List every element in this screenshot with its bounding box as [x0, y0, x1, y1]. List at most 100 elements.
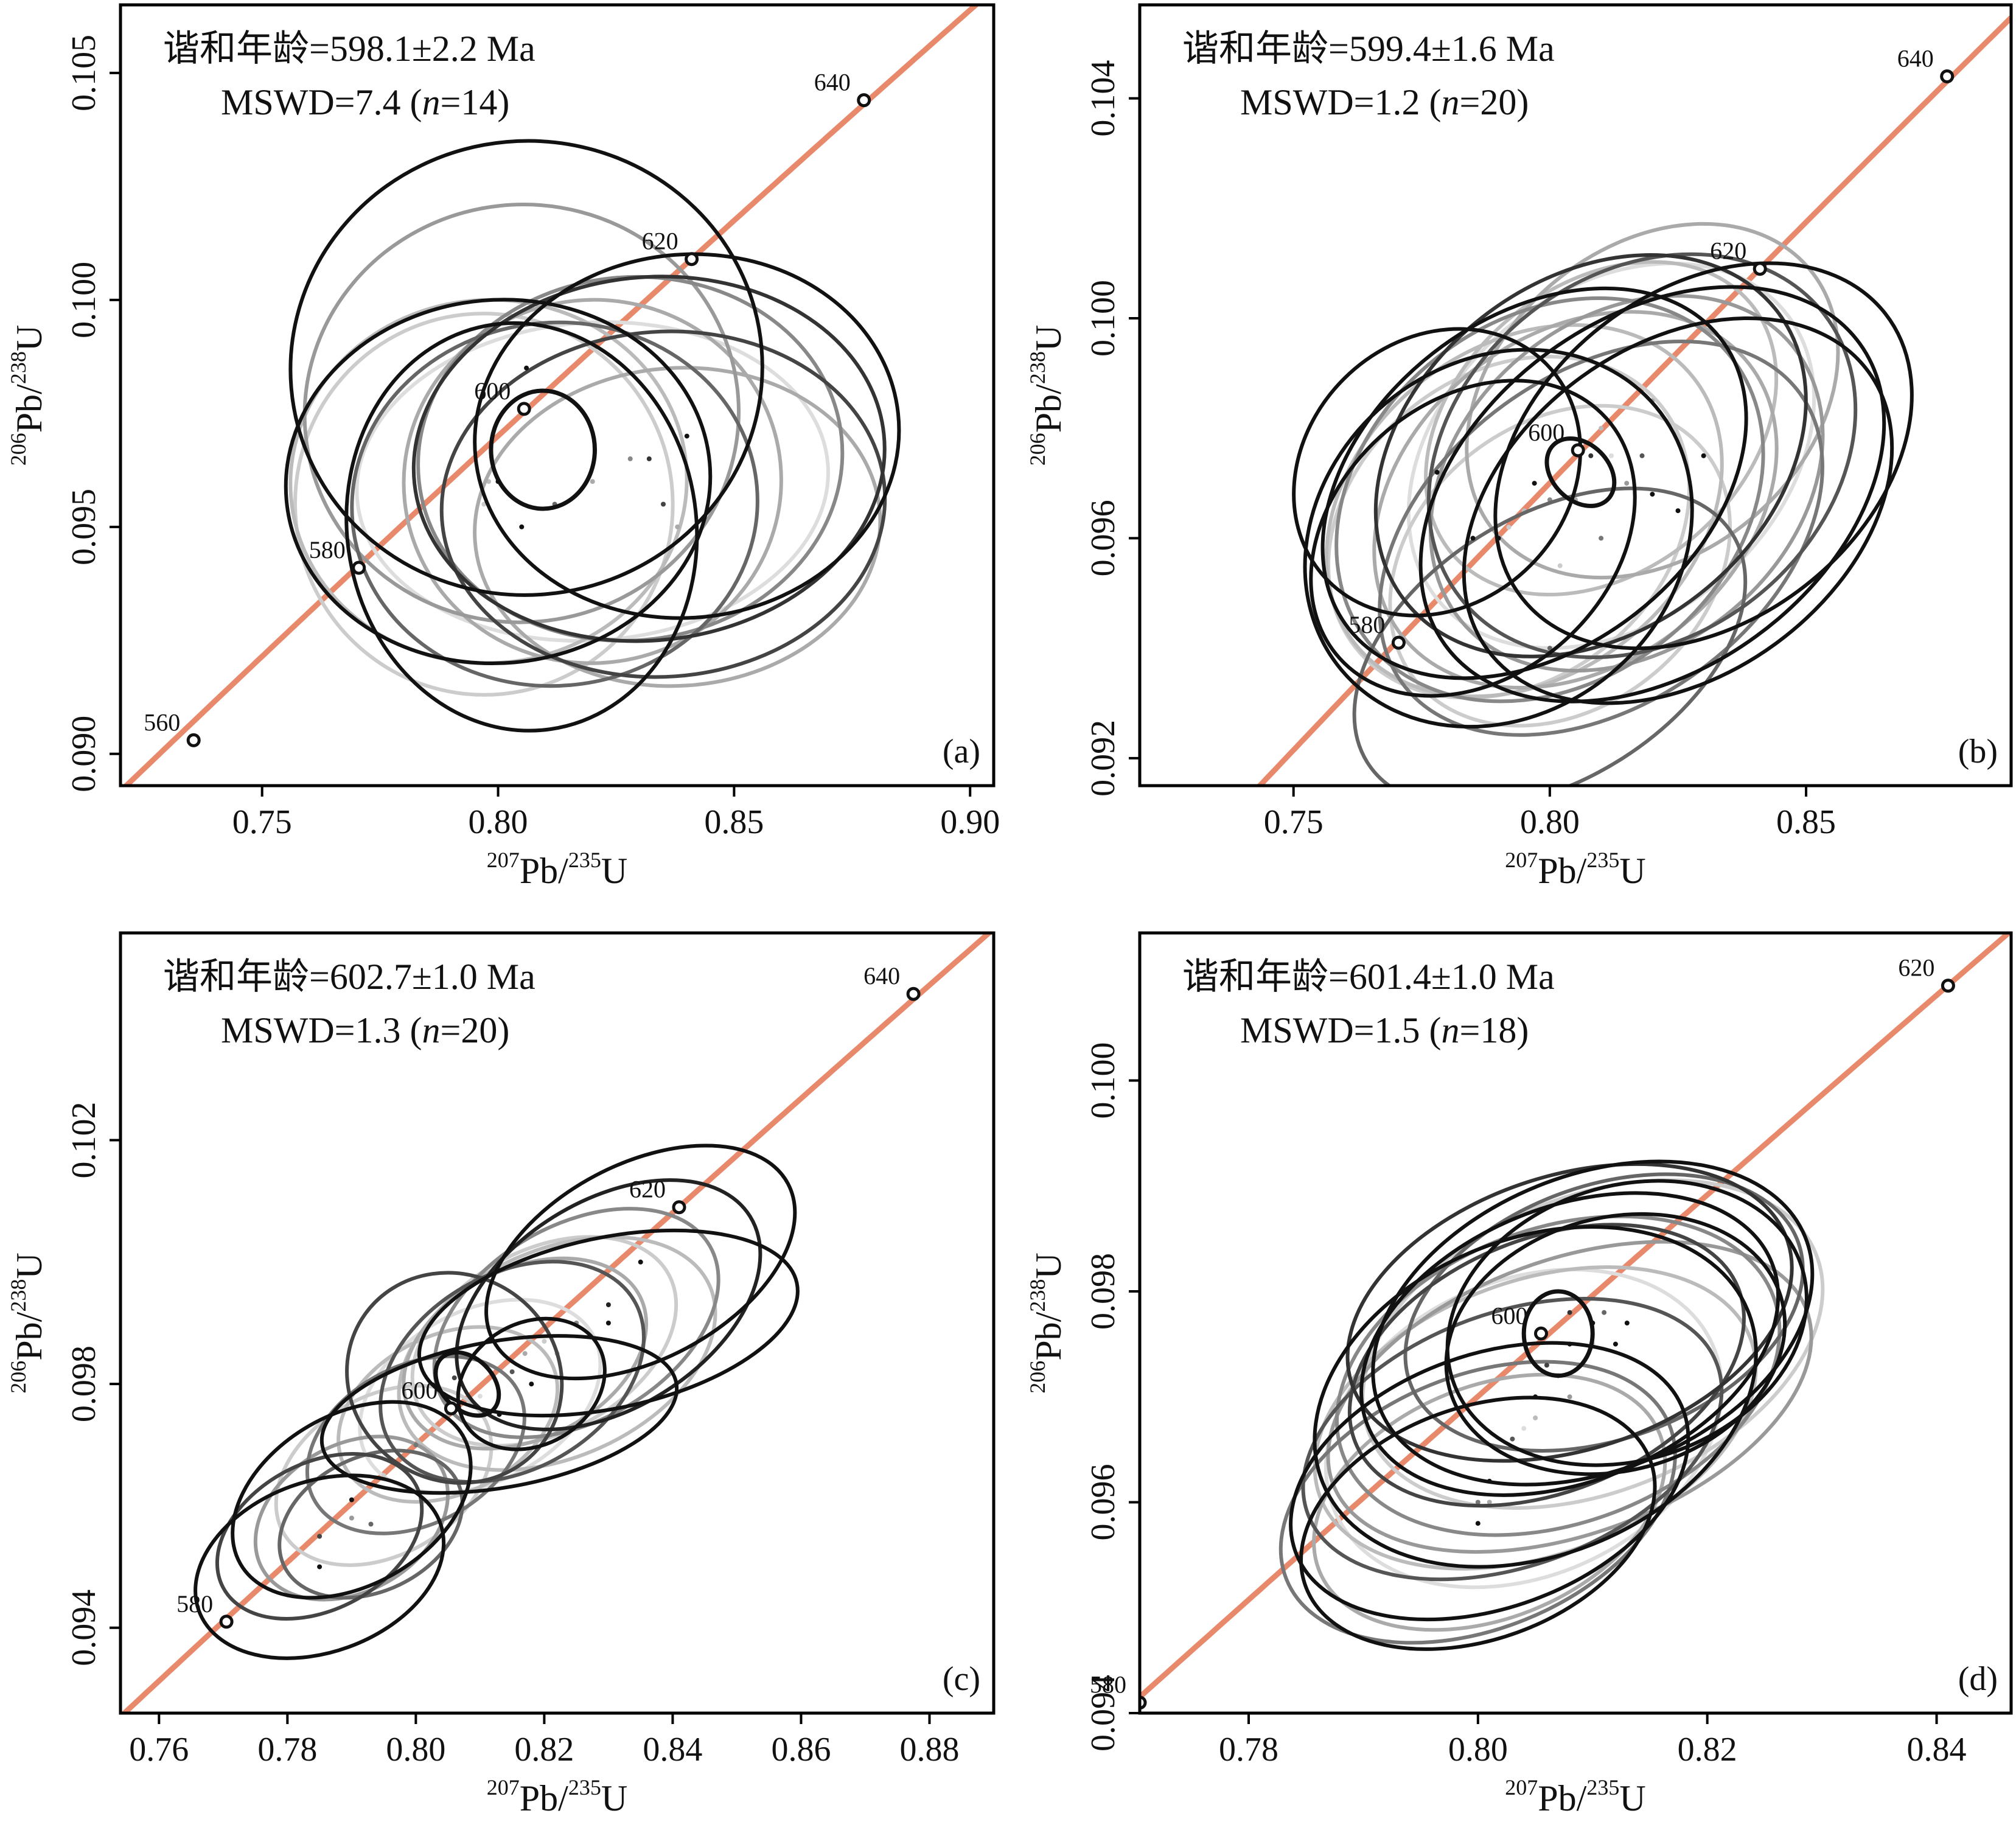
- analysis-center: [1487, 1478, 1492, 1484]
- analysis-center: [675, 524, 680, 529]
- x-axis-title: 207Pb/235U: [487, 1775, 627, 1818]
- age-marker: [186, 733, 201, 747]
- analysis-ellipse: [439, 329, 887, 679]
- analysis-ellipse: [1418, 285, 1886, 704]
- analysis-center: [1533, 1415, 1538, 1420]
- y-tick-label: 0.096: [1084, 500, 1122, 576]
- plot-area: [122, 5, 980, 786]
- analysis-center: [317, 1534, 323, 1539]
- x-tick-label: 0.90: [940, 803, 1000, 841]
- analysis-ellipse: [215, 1452, 424, 1621]
- analysis-ellipse: [1303, 347, 1694, 729]
- y-axis-title: 206Pb/238U: [1025, 325, 1069, 466]
- analysis-ellipse: [253, 1434, 450, 1602]
- analysis-ellipse: [402, 298, 783, 665]
- analysis-center: [1609, 453, 1614, 458]
- panel-a: 560 580 600 620 640 0.75 0.80 0.85 0.90 0.090 0.09…: [6, 3, 1000, 891]
- age-marker: [352, 560, 366, 575]
- concordia-age-annotation: 谐和年龄=601.4±1.0 Ma: [1182, 957, 1555, 997]
- analysis-center: [638, 1259, 643, 1265]
- analysis-ellipse: [1278, 1360, 1677, 1645]
- x-tick-label: 0.78: [257, 1731, 317, 1768]
- analysis-ellipse: [1335, 1214, 1782, 1537]
- age-marker-label: 640: [814, 69, 851, 96]
- analysis-center: [1624, 1321, 1630, 1325]
- y-axis-title: 206Pb/238U: [6, 1252, 49, 1393]
- x-tick-label: 0.86: [771, 1731, 831, 1768]
- plot-area: [1256, 15, 2011, 786]
- y-tick-label: 0.092: [1084, 720, 1122, 797]
- panel-d: 580 600 620 0.78 0.80 0.82 0.84 0.094 0.096 0.098…: [1025, 931, 2013, 1818]
- analysis-center: [1547, 646, 1552, 651]
- analysis-center: [1599, 536, 1604, 541]
- y-axis-title: 206Pb/238U: [1025, 1252, 1069, 1393]
- analysis-center: [661, 501, 666, 507]
- age-marker: [517, 402, 531, 416]
- x-tick-label: 0.82: [514, 1731, 574, 1768]
- analysis-center: [1434, 470, 1440, 475]
- age-marker-label: 620: [1898, 954, 1934, 982]
- analysis-center: [1567, 1394, 1572, 1400]
- age-marker: [685, 252, 699, 267]
- x-tick-label: 0.78: [1219, 1731, 1278, 1768]
- analysis-center: [1532, 481, 1537, 486]
- panel-b: 580 600 620 640 0.75 0.80 0.85 0.092 0.096 0.100 0…: [1025, 3, 2013, 891]
- concordia-age-ellipse: [489, 388, 598, 511]
- concordia-age-annotation: 谐和年龄=598.1±2.2 Ma: [163, 29, 535, 69]
- analysis-center: [317, 1564, 323, 1569]
- analysis-center: [1510, 1436, 1515, 1442]
- analysis-center: [1521, 1426, 1527, 1431]
- age-marker-label: 600: [1491, 1302, 1528, 1329]
- age-marker-label: 640: [1897, 45, 1934, 72]
- analysis-ellipse: [378, 1260, 646, 1484]
- analysis-ellipse: [1493, 261, 1914, 651]
- analysis-center: [522, 1351, 528, 1356]
- panel-label: (c): [943, 1660, 980, 1698]
- analysis-center: [1588, 453, 1594, 458]
- y-tick-label: 0.090: [65, 716, 103, 792]
- age-marker-label: 600: [474, 377, 511, 405]
- analysis-ellipse: [1292, 327, 1583, 618]
- analysis-ellipse: [1361, 1178, 1825, 1510]
- analysis-center: [509, 1369, 515, 1375]
- age-marker: [672, 1200, 686, 1215]
- analysis-center: [1602, 1310, 1607, 1315]
- x-tick-label: 0.80: [469, 803, 528, 841]
- age-marker: [1941, 979, 1955, 993]
- analysis-center: [1475, 1521, 1481, 1526]
- analysis-center: [605, 1321, 611, 1325]
- x-tick-label: 0.80: [386, 1731, 445, 1768]
- age-marker-label: 640: [863, 962, 900, 990]
- analysis-ellipse: [397, 1235, 717, 1472]
- age-marker: [444, 1401, 458, 1416]
- analysis-ellipse: [305, 1354, 526, 1535]
- analysis-ellipse: [288, 139, 764, 597]
- x-tick-label: 0.84: [1907, 1731, 1967, 1768]
- concordia-curve: [122, 5, 980, 786]
- analysis-center: [413, 1442, 419, 1448]
- y-tick-label: 0.100: [1084, 1042, 1122, 1119]
- panel-label: (b): [1958, 733, 1998, 770]
- age-marker: [1571, 443, 1585, 458]
- analysis-center: [477, 1394, 483, 1399]
- age-marker-label: 620: [629, 1176, 666, 1203]
- plot-frame: [119, 931, 996, 1715]
- x-tick-label: 0.76: [129, 1731, 189, 1768]
- analysis-center: [497, 1412, 502, 1417]
- age-marker: [1940, 69, 1955, 83]
- analysis-center: [1613, 1341, 1618, 1347]
- panel-label: (a): [943, 733, 980, 770]
- analysis-ellipse: [344, 321, 699, 733]
- concordia-age-ellipse: [1544, 436, 1617, 508]
- analysis-ellipse: [194, 1473, 446, 1660]
- analysis-center: [1487, 1500, 1492, 1505]
- analysis-center: [1701, 453, 1706, 458]
- plot-frame: [1138, 931, 2013, 1715]
- age-marker-label: 600: [1528, 419, 1564, 446]
- analysis-ellipse: [231, 1400, 473, 1600]
- age-marker: [857, 93, 871, 108]
- age-marker-label: 620: [642, 228, 678, 255]
- concordia-age-annotation: 谐和年龄=599.4±1.6 Ma: [1182, 29, 1555, 69]
- analysis-ellipse: [1462, 316, 1894, 705]
